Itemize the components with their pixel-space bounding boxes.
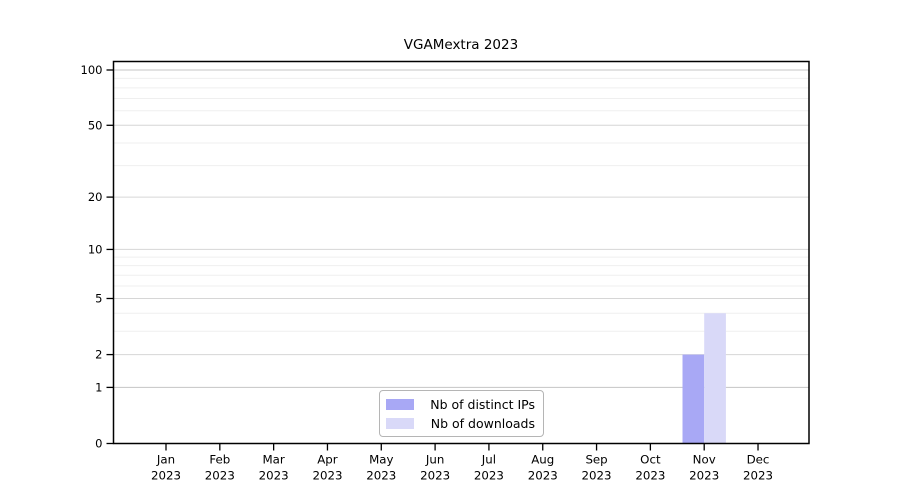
x-tick-label-year: 2023: [151, 469, 181, 483]
legend-swatch-distinct-ips: [386, 398, 414, 410]
legend: Nb of distinct IPs Nb of downloads: [379, 390, 544, 437]
x-tick-label-year: 2023: [743, 469, 773, 483]
y-tick-label: 50: [88, 118, 103, 132]
x-tick-label-year: 2023: [312, 469, 342, 483]
x-tick-label-month: Jun: [425, 453, 444, 467]
x-tick-label-month: Sep: [585, 453, 607, 467]
x-tick-label-month: Oct: [640, 453, 661, 467]
y-tick-label: 10: [88, 242, 103, 256]
y-tick-label: 20: [88, 190, 103, 204]
plot-border: [112, 60, 810, 445]
x-tick-label-year: 2023: [259, 469, 289, 483]
x-tick-label-year: 2023: [635, 469, 665, 483]
x-tick-label-year: 2023: [474, 469, 504, 483]
chart-title: VGAMextra 2023: [403, 37, 519, 53]
x-tick-label-year: 2023: [582, 469, 612, 483]
y-tick-label: 1: [95, 380, 102, 394]
y-tick-label: 5: [95, 292, 102, 306]
bar-distinct-ips: [682, 354, 705, 444]
legend-row-distinct-ips: Nb of distinct IPs: [386, 397, 535, 412]
x-tick-label-month: Jan: [156, 453, 175, 467]
x-tick-label-month: Nov: [693, 453, 716, 467]
legend-label-distinct-ips: Nb of distinct IPs: [430, 396, 535, 412]
x-tick-label-month: Aug: [531, 453, 554, 467]
y-tick-label: 0: [95, 437, 102, 451]
x-tick-label-year: 2023: [689, 469, 719, 483]
x-tick-label-month: May: [369, 453, 393, 467]
legend-row-downloads: Nb of downloads: [386, 416, 535, 431]
x-tick-label-year: 2023: [366, 469, 396, 483]
x-tick-label-month: Feb: [209, 453, 230, 467]
x-tick-label-year: 2023: [528, 469, 558, 483]
x-tick-label-month: Jul: [481, 453, 496, 467]
legend-label-downloads: Nb of downloads: [430, 415, 535, 431]
x-tick-label-month: Mar: [263, 453, 285, 467]
x-tick-label-year: 2023: [420, 469, 450, 483]
bar-downloads: [704, 313, 726, 444]
x-tick-label-month: Dec: [747, 453, 770, 467]
legend-swatch-downloads: [386, 417, 414, 429]
x-tick-label-month: Apr: [317, 453, 338, 467]
y-tick-label: 100: [81, 63, 103, 77]
x-tick-label-year: 2023: [205, 469, 235, 483]
y-tick-label: 2: [95, 348, 102, 362]
